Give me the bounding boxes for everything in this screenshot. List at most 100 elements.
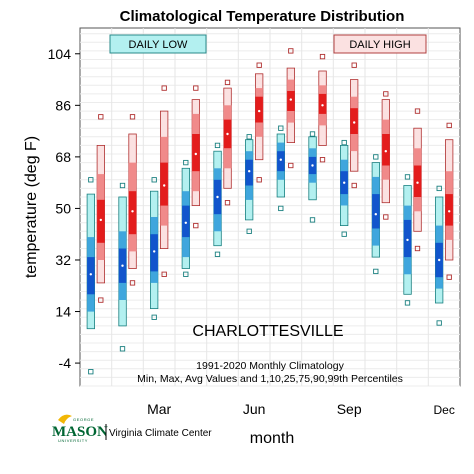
max-marker xyxy=(161,85,167,91)
average-marker xyxy=(279,158,282,161)
x-axis-label: month xyxy=(250,430,294,447)
max-marker xyxy=(446,122,452,129)
box-high-month-8 xyxy=(318,53,327,163)
y-axis-label: temperature (deg F) xyxy=(23,136,40,278)
chart-title: Climatological Temperature Distribution xyxy=(120,8,405,25)
min-marker xyxy=(224,200,231,206)
min-marker xyxy=(214,251,221,257)
min-marker xyxy=(383,214,389,220)
logo-leaf-icon xyxy=(58,414,72,424)
box-low-month-2 xyxy=(118,182,127,352)
percentile-25-75-band xyxy=(182,205,190,238)
logo-org-name: Virginia Climate Center xyxy=(109,428,212,439)
box-high-month-7 xyxy=(286,48,296,169)
percentile-25-75-band xyxy=(128,191,137,235)
average-marker xyxy=(184,221,187,224)
max-marker xyxy=(288,48,294,54)
box-high-month-3 xyxy=(159,85,169,277)
grid-lines xyxy=(80,28,460,387)
legend-daily-low: DAILY LOW xyxy=(109,34,207,54)
max-marker xyxy=(373,154,379,160)
logo-wordmark: MASON xyxy=(52,424,108,440)
max-marker xyxy=(383,91,389,97)
box-low-month-12 xyxy=(434,185,444,326)
box-low-month-3 xyxy=(149,177,159,320)
max-marker xyxy=(278,125,284,131)
max-marker xyxy=(119,182,126,189)
box-low-month-5 xyxy=(213,142,222,257)
box-high-month-9 xyxy=(349,62,359,189)
box-high-month-6 xyxy=(254,62,264,183)
percentile-25-75-band xyxy=(192,134,200,172)
average-marker xyxy=(216,195,219,199)
series-daily-low xyxy=(86,125,444,375)
min-marker xyxy=(351,182,357,189)
min-marker xyxy=(373,268,379,275)
min-marker xyxy=(446,274,452,280)
min-marker xyxy=(246,228,252,234)
legend-high-label: DAILY HIGH xyxy=(349,39,410,51)
percentile-25-75-band xyxy=(245,159,253,186)
percentile-25-75-band xyxy=(350,108,358,134)
min-marker xyxy=(129,280,136,286)
mason-logo: GEORGE MASON UNIVERSITY Virginia Climate… xyxy=(52,414,212,443)
box-high-month-12 xyxy=(444,122,454,280)
max-marker xyxy=(129,114,136,120)
box-low-month-4 xyxy=(181,159,191,277)
percentile-25-75-band xyxy=(403,219,412,258)
legend-high-swatch xyxy=(333,34,427,54)
max-marker xyxy=(414,108,421,114)
max-marker xyxy=(193,85,199,91)
box-high-month-10 xyxy=(381,91,391,220)
box-low-month-1 xyxy=(86,177,95,375)
average-marker xyxy=(311,164,314,167)
box-high-month-4 xyxy=(191,85,201,229)
x-tick-label-dec: Dec xyxy=(433,403,454,417)
average-marker xyxy=(416,181,419,184)
box-high-month-11 xyxy=(413,108,422,252)
min-marker xyxy=(319,157,326,163)
average-marker xyxy=(406,238,409,242)
average-marker xyxy=(321,104,324,107)
min-marker xyxy=(404,300,411,306)
average-marker xyxy=(226,132,229,136)
max-marker xyxy=(151,177,157,183)
box-high-month-2 xyxy=(128,114,137,286)
min-marker xyxy=(151,314,157,320)
min-marker xyxy=(119,346,126,352)
average-marker xyxy=(194,152,197,156)
x-axis-ticks: Mar Jun Sep Dec xyxy=(147,401,455,417)
min-marker xyxy=(183,271,189,277)
max-marker xyxy=(246,134,252,140)
percentile-25-75-band xyxy=(445,194,453,226)
logo-university: UNIVERSITY xyxy=(58,438,88,443)
percentile-25-75-band xyxy=(160,162,168,206)
percentile-25-75-band xyxy=(413,165,422,197)
x-tick-label-sep: Sep xyxy=(337,401,362,417)
percentile-25-75-band xyxy=(318,93,327,114)
y-tick-label: 104 xyxy=(48,46,72,62)
max-marker xyxy=(183,159,189,166)
x-tick-label-jun: Jun xyxy=(243,401,266,417)
min-marker xyxy=(309,217,316,223)
note-line-1: 1991-2020 Monthly Climatology xyxy=(196,360,344,372)
min-marker xyxy=(88,369,94,375)
min-marker xyxy=(256,177,262,183)
max-marker xyxy=(98,114,104,120)
logo-george: GEORGE xyxy=(73,417,94,422)
average-marker xyxy=(353,121,356,124)
max-marker xyxy=(341,139,347,146)
average-marker xyxy=(153,250,156,253)
box-high-month-1 xyxy=(96,114,105,303)
percentile-25-75-band xyxy=(87,257,95,295)
max-marker xyxy=(214,142,221,149)
max-marker xyxy=(319,53,326,60)
box-low-month-11 xyxy=(403,174,412,306)
average-marker xyxy=(438,258,441,262)
percentile-25-75-band xyxy=(255,96,263,123)
box-low-month-9 xyxy=(339,139,349,237)
y-tick-label: 32 xyxy=(55,252,71,268)
average-marker xyxy=(343,181,346,184)
plot-area xyxy=(79,27,461,387)
